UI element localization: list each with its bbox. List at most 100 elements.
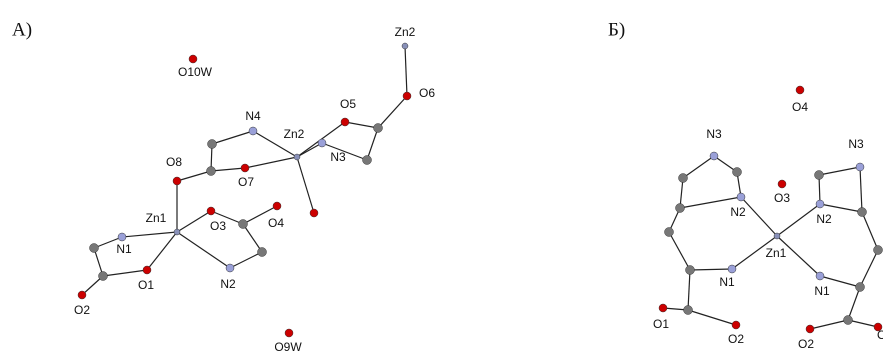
figure: А)Zn2O6O10WO5N4Zn2N3O8O7Zn1O3O4N1O1N2O2O… [0,0,883,356]
atom [684,306,693,315]
atom-label: O2 [74,303,90,317]
bond [122,232,177,237]
atom [815,171,824,180]
bond [297,157,314,213]
bond [378,96,407,128]
atom [318,139,326,147]
atom [665,228,674,237]
atom-label: O1 [653,317,669,331]
bond [245,157,297,168]
atom [273,202,281,210]
atom-label: O4 [268,216,284,230]
atom-label: Zn2 [395,25,416,39]
atom [208,140,217,149]
atom [737,193,745,201]
atom [341,118,349,126]
bond [741,197,777,236]
atom-label: O4 [792,100,808,114]
atom [816,272,824,280]
atom [874,246,883,255]
atom [403,92,411,100]
bond [860,250,878,287]
atom [249,127,257,135]
atom [207,207,215,215]
bond [860,167,862,212]
atom-label: O6 [419,86,435,100]
bond [819,167,860,175]
atom-label: O1 [877,328,883,342]
bond [848,287,860,320]
bond [211,168,245,171]
atom-label: Zn2 [284,127,305,141]
bond [690,269,732,270]
atom [189,55,197,63]
atom [207,167,216,176]
atom [226,264,234,272]
bond [683,156,714,178]
bond [243,224,262,252]
bonds [82,46,878,329]
bond [688,270,690,310]
bond [230,252,262,268]
atom [676,204,685,213]
atom-label: N1 [116,242,132,256]
panel-label: А) [12,19,32,40]
bond [862,212,878,250]
atom-label: N3 [848,137,864,151]
bond [345,122,378,128]
atom [402,43,408,49]
atom-label: N3 [330,150,346,164]
bond [212,131,253,144]
bond [147,232,177,270]
atom [858,208,867,217]
atom-label: N3 [706,127,722,141]
atom [710,152,718,160]
atom-label: N1 [719,275,735,289]
bond [820,204,862,212]
atom [285,329,293,337]
atom [118,233,126,241]
atom [363,156,372,165]
atom [143,266,151,274]
bond [688,310,736,325]
bond [405,46,407,96]
atom-label: O3 [774,191,790,205]
atom [796,86,804,94]
atom [174,229,180,235]
bond [177,232,230,268]
atom [294,154,300,160]
atom [856,283,865,292]
atom-label: O5 [340,97,356,111]
atom-label: O3 [210,219,226,233]
atom [816,200,824,208]
atom [774,233,780,239]
atom [258,248,267,257]
bond [297,143,322,157]
bond [367,128,378,160]
atom [686,266,695,275]
atom-label: N2 [816,212,832,226]
atom-label: N4 [245,109,261,123]
atom-label: O9W [274,340,302,354]
bond [810,320,848,329]
atom-label: O10W [178,65,213,79]
atom [99,272,108,281]
atom [732,321,740,329]
atom [728,265,736,273]
bond [669,232,690,270]
bond [177,171,211,181]
atom-label: O2 [798,337,814,351]
atom-label: O1 [138,278,154,292]
atom [90,244,99,253]
atom [310,209,318,217]
atom [659,304,667,312]
atom-label: O8 [166,155,182,169]
atom-label: N1 [814,284,830,298]
atom-label: O7 [238,175,254,189]
panel-label: Б) [608,19,625,40]
atom-label: N2 [730,205,746,219]
atom [241,164,249,172]
atom [733,168,742,177]
atom-label: O2 [728,332,744,346]
